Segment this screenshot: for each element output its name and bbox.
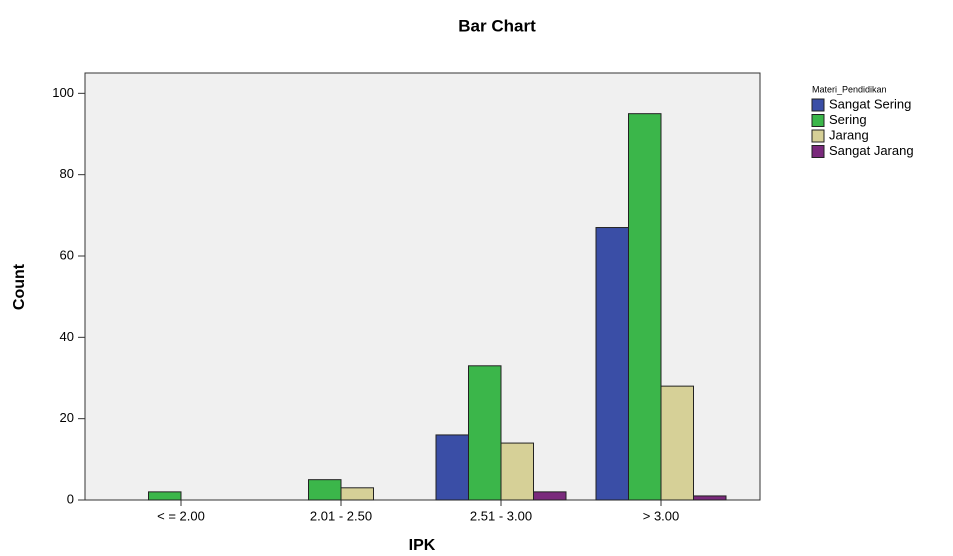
legend-label: Sangat Jarang: [829, 143, 914, 158]
legend-label: Jarang: [829, 127, 869, 142]
bar: [340, 487, 374, 501]
bar: [148, 491, 182, 501]
legend-swatch: [811, 145, 825, 158]
bar: [435, 434, 469, 501]
bar: [660, 385, 694, 501]
bar: [595, 227, 629, 501]
bar: [693, 495, 727, 501]
bar: [468, 365, 502, 501]
x-tick-label: 2.51 - 3.00: [470, 508, 532, 523]
y-axis-title: Count: [11, 263, 28, 310]
bar: [628, 113, 662, 501]
y-tick-label: 60: [60, 247, 74, 262]
y-tick-label: 40: [60, 329, 74, 344]
legend-label: Sering: [829, 112, 867, 127]
bar: [500, 442, 534, 501]
y-tick-label: 100: [52, 85, 74, 100]
x-tick-label: 2.01 - 2.50: [310, 508, 372, 523]
bar: [308, 479, 342, 501]
legend-label: Sangat Sering: [829, 96, 911, 111]
legend-title: Materi_Pendidikan: [812, 84, 887, 94]
y-tick-label: 0: [67, 491, 74, 506]
chart-title: Bar Chart: [458, 16, 536, 35]
x-tick-label: > 3.00: [643, 508, 680, 523]
legend-swatch: [811, 129, 825, 143]
bar: [533, 491, 567, 501]
legend-swatch: [811, 98, 825, 112]
y-tick-label: 20: [60, 410, 74, 425]
y-tick-label: 80: [60, 166, 74, 181]
x-axis-title: IPK: [409, 537, 436, 554]
legend-swatch: [811, 114, 825, 127]
x-tick-label: < = 2.00: [157, 508, 205, 523]
